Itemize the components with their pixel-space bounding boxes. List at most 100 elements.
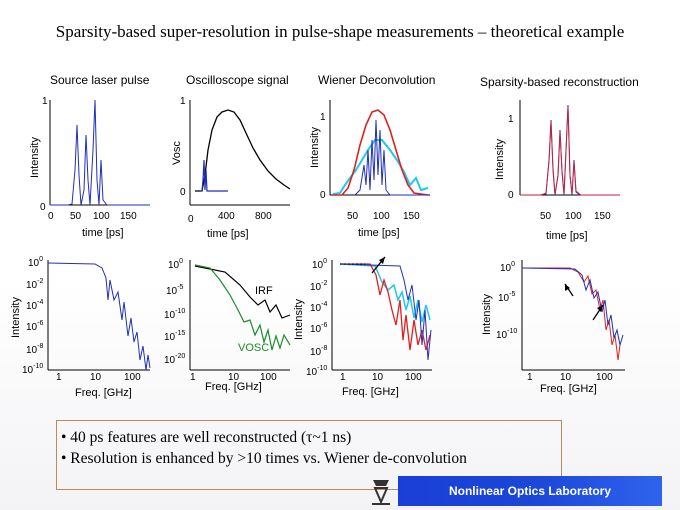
sparse-plot: 1 0 50 100 150 time [ps] Intensity [494, 100, 620, 242]
osc-xtick-1: 400 [218, 211, 235, 222]
notes-box: • 40 ps features are well reconstructed … [56, 420, 562, 490]
spec-wiener-xlabel: Freq. [GHz] [342, 386, 399, 398]
osc-ylabel: Vosc [171, 141, 183, 165]
source-xlabel: time [ps] [82, 227, 124, 239]
spec-wiener-ylabel: Intensity [293, 299, 305, 340]
source-ylabel: Intensity [29, 137, 41, 178]
spec-osc-xlabel: Freq. [GHz] [205, 381, 262, 393]
spec-osc-xtick-2: 100 [260, 372, 277, 383]
note-line-2: • Resolution is enhanced by >10 times vs… [61, 450, 467, 467]
sparse-spectrum-plot: 100 10-5 10-10 1 10 100 Freq. [GHz] Inte… [481, 260, 625, 395]
wiener-xtick-1: 100 [373, 211, 390, 222]
svg-text:10-6: 10-6 [26, 320, 43, 333]
svg-text:10-5: 10-5 [166, 284, 183, 297]
spec-sparse-xtick-1: 10 [560, 372, 572, 383]
sparse-xtick-1: 100 [565, 211, 582, 222]
wiener-spec-blue [339, 263, 432, 361]
source-xtick-0: 0 [48, 211, 54, 222]
vosc-label: VOSC [238, 342, 269, 354]
spec-sparse-xtick-0: 1 [527, 372, 533, 383]
source-spectrum-trace [47, 262, 151, 371]
wiener-cyan-trace [332, 139, 429, 195]
spec-osc-xtick-0: 1 [190, 372, 196, 383]
wiener-panel-title: Wiener Deconvolution [318, 73, 436, 87]
technion-emblem-icon [372, 480, 390, 505]
source-xtick-3: 150 [120, 211, 137, 222]
osc-xtick-0: 0 [188, 214, 194, 225]
wiener-red-trace [333, 109, 429, 196]
spec-src-ylabel: Intensity [10, 297, 22, 338]
wiener-arrow-head [379, 257, 385, 264]
spec-wiener-xtick-2: 100 [405, 372, 422, 383]
wiener-blue-trace [354, 119, 428, 196]
svg-text:10-4: 10-4 [26, 299, 43, 312]
wiener-ytick-1: 1 [320, 112, 326, 123]
note-line-1: • 40 ps features are well reconstructed … [61, 429, 352, 446]
sparse-arrow-2-head [597, 305, 603, 312]
wiener-spectrum-plot: 100 10-2 10-4 10-6 10-8 10-10 1 10 100 F… [293, 256, 432, 398]
svg-text:10-6: 10-6 [310, 322, 327, 335]
sparse-ytick-0: 0 [508, 190, 514, 201]
svg-text:10-10: 10-10 [306, 365, 327, 378]
spec-osc-xtick-1: 10 [228, 372, 240, 383]
svg-text:100: 100 [312, 258, 327, 271]
source-pulse-trace [50, 99, 150, 206]
osc-signal-trace [195, 109, 291, 192]
spec-src-xlabel: Freq. [GHz] [75, 387, 132, 399]
svg-text:10-5: 10-5 [498, 291, 515, 304]
source-ytick-1: 1 [42, 96, 48, 107]
sparse-arrow-1-head [565, 284, 570, 291]
osc-signal-plot: 1 0 0 400 800 time [ps] Vosc [171, 96, 291, 240]
svg-text:10-10: 10-10 [496, 328, 517, 341]
sparse-spectrum-yticks: 100 10-5 10-10 [496, 261, 517, 341]
sparse-spec-blue [521, 267, 624, 346]
sparse-xtick-0: 50 [540, 211, 552, 222]
source-spectrum-plot: 100 10-2 10-4 10-6 10-8 10-10 1 10 100 F… [10, 256, 151, 399]
wiener-plot: 1 0 50 100 150 time [ps] Intensity [309, 100, 430, 239]
sparse-panel-title: Sparsity-based reconstruction [480, 75, 639, 89]
osc-signal-pulse [200, 159, 228, 192]
lab-banner: Nonlinear Optics Laboratory [398, 476, 662, 506]
svg-text:10-10: 10-10 [22, 363, 43, 376]
sparse-red-trace [520, 106, 620, 196]
source-xtick-2: 100 [93, 211, 110, 222]
spec-src-ytick-0: 10 [28, 258, 40, 269]
spec-sparse-xtick-2: 100 [596, 372, 613, 383]
sparse-spec-red [522, 267, 621, 361]
wiener-ytick-0: 0 [320, 190, 326, 201]
spec-sparse-xlabel: Freq. [GHz] [540, 383, 597, 395]
source-panel-title: Source laser pulse [50, 73, 150, 87]
vosc-spectrum-trace [194, 264, 291, 351]
svg-text:100: 100 [28, 256, 43, 269]
irf-trace [194, 265, 291, 319]
source-ytick-0: 0 [40, 202, 46, 213]
irf-label: IRF [255, 285, 273, 297]
source-xtick-1: 50 [70, 211, 82, 222]
svg-text:10-8: 10-8 [26, 343, 43, 356]
wiener-ylabel: Intensity [309, 127, 321, 168]
slide-title: Sparsity-based super-resolution in pulse… [55, 22, 625, 41]
spec-sparse-ylabel: Intensity [481, 294, 493, 335]
spec-src-xtick-1: 10 [90, 372, 102, 383]
sparse-ytick-1: 1 [508, 114, 514, 125]
svg-text:10-2: 10-2 [26, 278, 43, 291]
source-spectrum-yticks: 100 10-2 10-4 10-6 10-8 10-10 [22, 256, 43, 376]
osc-spectrum-yticks: 100 10-5 10-10 10-15 10-20 [164, 258, 185, 366]
osc-ytick-1: 1 [180, 96, 186, 107]
spec-src-xtick-2: 100 [124, 372, 141, 383]
wiener-spectrum-yticks: 100 10-2 10-4 10-6 10-8 10-10 [306, 258, 327, 378]
spec-wiener-xtick-1: 10 [372, 372, 384, 383]
svg-text:10-8: 10-8 [310, 345, 327, 358]
svg-text:10-2: 10-2 [310, 280, 327, 293]
wiener-xtick-2: 150 [403, 211, 420, 222]
sparse-blue-trace [520, 104, 620, 196]
osc-spectrum-plot: 100 10-5 10-10 10-15 10-20 IRF VOSC 1 10… [164, 258, 291, 393]
osc-panel-title: Oscilloscope signal [186, 73, 289, 87]
wiener-spec-red [340, 263, 431, 351]
svg-text:100: 100 [500, 261, 515, 274]
svg-text:10-15: 10-15 [164, 330, 185, 343]
svg-text:10-20: 10-20 [164, 353, 185, 366]
sparse-ylabel: Intensity [494, 139, 506, 180]
svg-text:10-4: 10-4 [310, 301, 327, 314]
